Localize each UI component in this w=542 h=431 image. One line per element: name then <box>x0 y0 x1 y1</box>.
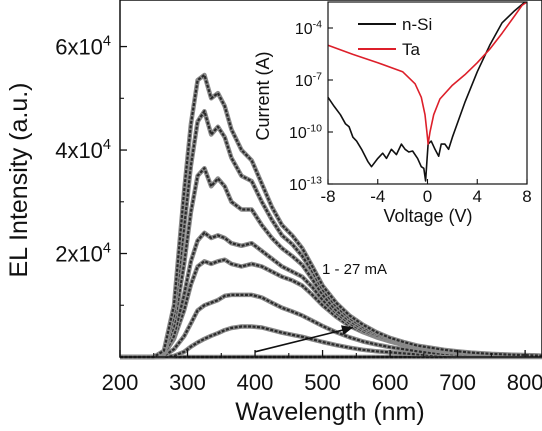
main-y-tick-label-20000: 2x104 <box>55 240 111 266</box>
inset-y-tick-label-base: 10 <box>289 177 307 194</box>
main-y-tick-label-40000-exponent: 4 <box>103 137 111 153</box>
current-range-label: 1 - 27 mA <box>322 261 387 278</box>
main-y-tick-label-20000-base: 2x10 <box>55 242 103 267</box>
inset-y-tick-label: 10-7 <box>295 70 322 90</box>
inset-y-tick-label: 10-13 <box>289 174 322 194</box>
inset-y-tick-label: 10-10 <box>289 122 322 142</box>
main-x-tick-label-200: 200 <box>102 370 139 395</box>
inset-x-tick-label: -8 <box>320 187 335 206</box>
inset-y-tick-label-base: 10 <box>295 73 313 90</box>
iv-series-group <box>327 1 528 182</box>
inset-x-tick-label: 0 <box>423 187 432 206</box>
main-x-tick-label-300: 300 <box>169 370 206 395</box>
main-x-tick-label-800: 800 <box>507 370 542 395</box>
inset-x-axis-label: Voltage (V) <box>383 206 472 226</box>
main-x-tick-label-700: 700 <box>439 370 476 395</box>
main-y-tick-label-60000-base: 6x10 <box>55 35 103 60</box>
el-curve-8 <box>120 73 542 359</box>
main-y-tick-label-40000: 4x104 <box>55 137 111 163</box>
inset-y-tick-label-base: 10 <box>295 21 313 38</box>
inset-x-tick-label: 8 <box>522 187 531 206</box>
inset-legend: n-Si Ta <box>358 15 432 59</box>
main-x-tick-label-600: 600 <box>372 370 409 395</box>
inset-y-tick-label: 10-4 <box>295 18 322 38</box>
main-x-axis-label: Wavelength (nm) <box>235 398 424 426</box>
inset-y-tick-label-base: 10 <box>289 125 307 142</box>
main-y-tick-label-60000-exponent: 4 <box>103 33 111 49</box>
inset-x-tick-label: 4 <box>473 187 482 206</box>
iv-curve-n-si <box>327 1 526 182</box>
inset-x-axis: -8 -4 0 4 8 <box>320 179 532 206</box>
annotation-arrow-shaft <box>254 326 354 353</box>
main-plot-frame <box>119 0 542 358</box>
main-y-tick-label-40000-base: 4x10 <box>55 138 103 163</box>
el-spectrum-series-group <box>120 72 542 360</box>
inset-y-tick-label-exponent: -10 <box>307 122 322 134</box>
el-curve-2 <box>120 325 542 359</box>
main-y-axis-label: EL Intensity (a.u.) <box>5 83 33 278</box>
current-range-annotation: 1 - 27 mA <box>254 261 387 353</box>
main-x-tick-label-400: 400 <box>237 370 274 395</box>
legend-label-ta: Ta <box>402 40 421 59</box>
annotation-arrow-head <box>341 325 353 336</box>
main-y-tick-label-60000: 6x104 <box>55 33 111 59</box>
inset-y-axis-label: Current (A) <box>253 51 273 140</box>
iv-curve-ta <box>327 1 528 145</box>
inset-x-tick-label: -4 <box>370 187 385 206</box>
inset-y-tick-label-exponent: -7 <box>313 70 323 82</box>
main-y-tick-label-20000-exponent: 4 <box>103 240 111 256</box>
main-x-axis: 200 300 400 500 600 700 800 <box>102 350 542 395</box>
legend-label-n-si: n-Si <box>402 15 432 34</box>
main-x-tick-label-500: 500 <box>304 370 341 395</box>
inset-y-tick-label-exponent: -4 <box>313 18 323 30</box>
inset-y-tick-label-exponent: -13 <box>307 174 322 186</box>
el-curve-7 <box>120 110 542 359</box>
